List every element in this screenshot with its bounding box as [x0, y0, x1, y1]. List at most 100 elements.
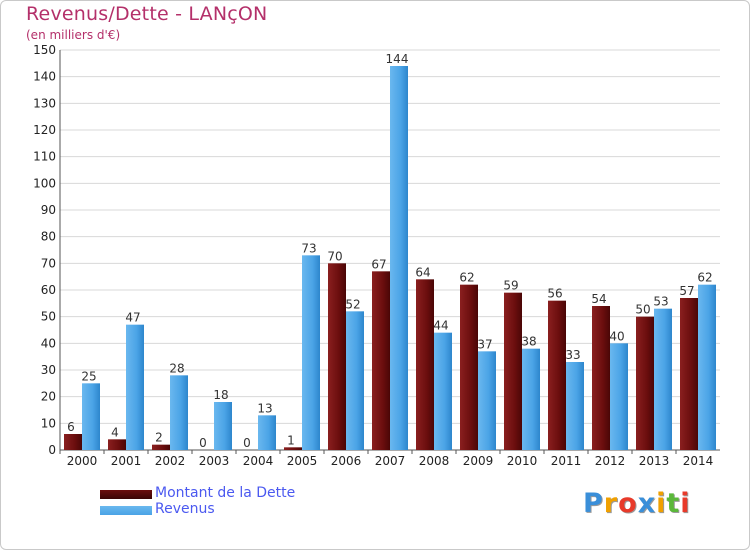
legend-label-dette: Montant de la Dette — [155, 485, 296, 501]
bar-revenus — [346, 311, 364, 450]
x-tick-label: 2011 — [551, 454, 582, 468]
data-label-revenus: 40 — [609, 329, 624, 343]
logo-letter: o — [618, 488, 638, 519]
bar-revenus — [434, 332, 452, 450]
bar-revenus — [302, 255, 320, 450]
data-label-dette: 0 — [243, 436, 251, 450]
x-tick-label: 2007 — [375, 454, 406, 468]
bar-revenus — [258, 415, 276, 450]
data-label-dette: 57 — [679, 284, 694, 298]
y-tick-label: 100 — [33, 176, 56, 190]
logo-letter: x — [637, 488, 657, 519]
data-label-revenus: 144 — [386, 52, 409, 66]
bar-dette — [460, 284, 478, 450]
bar-dette — [592, 306, 610, 450]
bar-dette — [64, 434, 82, 450]
bar-revenus — [478, 351, 496, 450]
bar-dette — [504, 292, 522, 450]
data-label-dette: 1 — [287, 433, 295, 447]
data-label-revenus: 47 — [125, 311, 140, 325]
y-tick-label: 130 — [33, 96, 56, 110]
y-tick-label: 120 — [33, 123, 56, 137]
proxiti-logo: Proxiti — [583, 488, 691, 519]
bar-dette — [152, 444, 170, 450]
y-tick-label: 20 — [41, 390, 56, 404]
data-label-dette: 67 — [371, 257, 386, 271]
chart-title: Revenus/Dette - LANçON — [26, 3, 268, 25]
bar-revenus — [698, 284, 716, 450]
data-label-revenus: 38 — [521, 335, 536, 349]
data-label-revenus: 18 — [213, 388, 228, 402]
bar-revenus — [214, 402, 232, 450]
x-tick-label: 2013 — [639, 454, 670, 468]
y-tick-label: 0 — [48, 443, 56, 457]
x-tick-label: 2006 — [331, 454, 362, 468]
data-label-revenus: 73 — [301, 241, 316, 255]
y-tick-label: 110 — [33, 150, 56, 164]
data-label-revenus: 52 — [345, 297, 360, 311]
data-label-dette: 59 — [503, 279, 518, 293]
data-label-dette: 2 — [155, 431, 163, 445]
bar-revenus — [566, 362, 584, 450]
data-label-dette: 4 — [111, 425, 119, 439]
bar-revenus — [170, 375, 188, 450]
logo-letter: r — [603, 488, 619, 519]
bar-revenus — [390, 66, 408, 450]
data-label-dette: 56 — [547, 287, 562, 301]
bar-dette — [416, 279, 434, 450]
y-tick-label: 90 — [41, 203, 56, 217]
logo-letter: i — [656, 488, 667, 519]
x-tick-label: 2003 — [199, 454, 230, 468]
legend-label-revenus: Revenus — [155, 501, 215, 517]
data-label-dette: 50 — [635, 303, 650, 317]
x-tick-label: 2004 — [243, 454, 274, 468]
data-label-revenus: 62 — [697, 271, 712, 285]
data-label-revenus: 44 — [433, 319, 448, 333]
x-tick-label: 2012 — [595, 454, 626, 468]
x-tick-label: 2009 — [463, 454, 494, 468]
x-tick-label: 2005 — [287, 454, 318, 468]
logo-letter: P — [583, 488, 604, 519]
data-label-dette: 54 — [591, 292, 606, 306]
x-tick-label: 2002 — [155, 454, 186, 468]
bar-dette — [680, 298, 698, 450]
bar-revenus — [522, 348, 540, 450]
bar-dette — [548, 300, 566, 450]
data-label-dette: 70 — [327, 249, 342, 263]
bar-dette — [284, 447, 302, 450]
bar-dette — [108, 439, 126, 450]
data-label-revenus: 37 — [477, 337, 492, 351]
y-tick-label: 140 — [33, 70, 56, 84]
legend-swatch-revenus — [100, 506, 152, 515]
data-label-revenus: 13 — [257, 401, 272, 415]
data-label-dette: 64 — [415, 265, 430, 279]
y-tick-label: 30 — [41, 363, 56, 377]
chart-subtitle: (en milliers d'€) — [26, 28, 121, 42]
logo-letter: i — [680, 488, 691, 519]
bar-dette — [636, 316, 654, 450]
y-tick-label: 10 — [41, 416, 56, 430]
data-label-dette: 6 — [67, 420, 75, 434]
y-tick-label: 70 — [41, 256, 56, 270]
data-label-revenus: 25 — [81, 369, 96, 383]
data-label-dette: 62 — [459, 271, 474, 285]
data-label-dette: 0 — [199, 436, 207, 450]
legend-swatch-dette — [100, 490, 152, 499]
bar-revenus — [126, 324, 144, 450]
x-tick-label: 2008 — [419, 454, 450, 468]
bar-revenus — [82, 383, 100, 450]
x-tick-label: 2014 — [683, 454, 714, 468]
x-tick-label: 2000 — [67, 454, 98, 468]
x-tick-label: 2001 — [111, 454, 142, 468]
bar-dette — [372, 271, 390, 450]
y-tick-label: 40 — [41, 336, 56, 350]
y-tick-label: 60 — [41, 283, 56, 297]
data-label-revenus: 28 — [169, 361, 184, 375]
y-tick-label: 80 — [41, 230, 56, 244]
logo-letter: t — [666, 488, 681, 519]
bar-dette — [328, 263, 346, 450]
data-label-revenus: 53 — [653, 295, 668, 309]
y-tick-label: 150 — [33, 43, 56, 57]
y-tick-label: 50 — [41, 310, 56, 324]
